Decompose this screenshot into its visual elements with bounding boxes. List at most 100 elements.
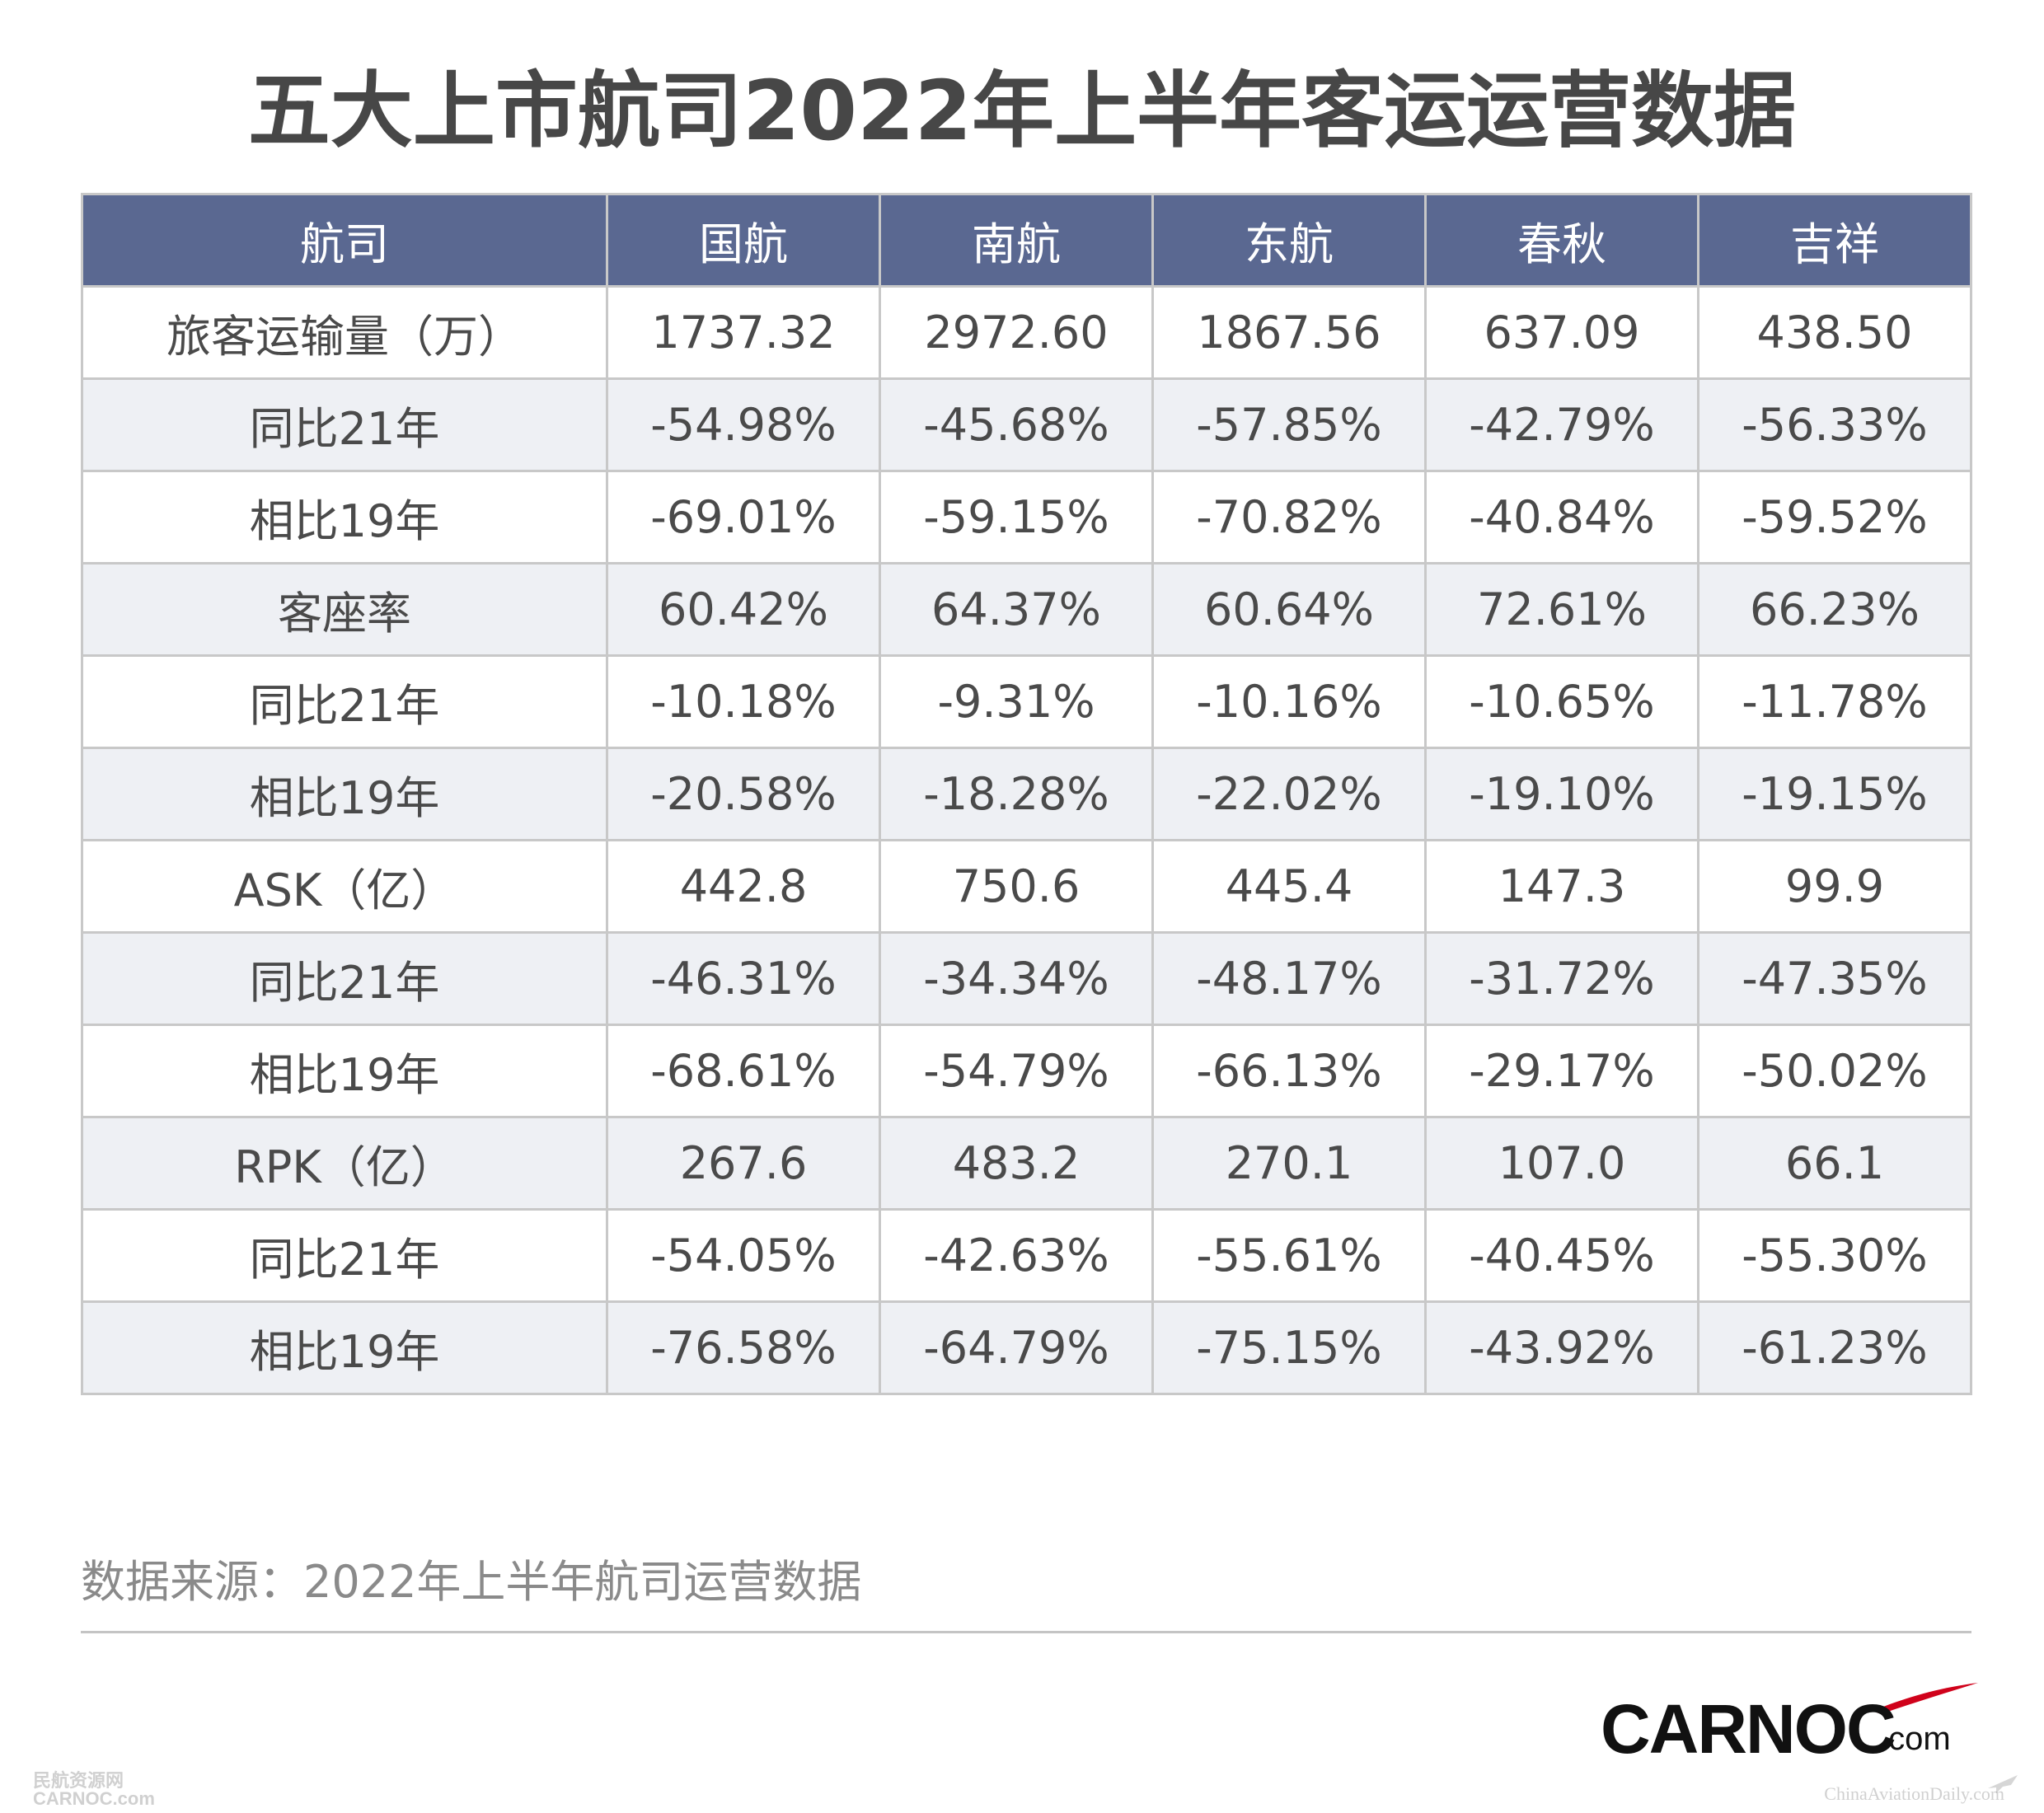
row-label: 相比19年 [81,1300,608,1395]
header-cell: 航司 [81,193,608,288]
table-row: 同比21年 -54.05% -42.63% -55.61% -40.45% -55.30% [81,1208,1972,1303]
header-cell: 吉祥 [1697,193,1972,288]
table-cell: -75.15% [1151,1300,1427,1395]
logo-suffix: .com [1879,1721,1951,1757]
header-cell: 春秋 [1424,193,1699,288]
table-cell: -69.01% [606,470,881,565]
table-cell: 66.23% [1697,562,1972,657]
table-cell: -64.79% [879,1300,1154,1395]
table-cell: 72.61% [1424,562,1699,657]
table-cell: 60.64% [1151,562,1427,657]
table-cell: -20.58% [606,747,881,841]
table-cell: -10.18% [606,654,881,749]
table-cell: -45.68% [879,377,1154,472]
row-label: 同比21年 [81,654,608,749]
table-cell: -11.78% [1697,654,1972,749]
table-cell: -59.15% [879,470,1154,565]
table-cell: -42.63% [879,1208,1154,1303]
row-label: 相比19年 [81,747,608,841]
table-header-row: 航司 国航 南航 东航 春秋 吉祥 [81,193,1972,288]
table-cell: -43.92% [1424,1300,1699,1395]
table-row: 客座率 60.42% 64.37% 60.64% 72.61% 66.23% [81,562,1972,657]
watermark-left-line1: 民航资源网 [33,1770,124,1791]
table-row: ASK（亿） 442.8 750.6 445.4 147.3 99.9 [81,839,1972,934]
carnoc-logo: CARNOC .com [1601,1681,1980,1772]
table-cell: -19.10% [1424,747,1699,841]
watermark-left: 民航资源网 CARNOC.com [33,1772,155,1808]
table-cell: -50.02% [1697,1024,1972,1118]
table-cell: -55.30% [1697,1208,1972,1303]
data-source-note: 数据来源：2022年上半年航司运营数据 [81,1556,862,1608]
table-cell: 2972.60 [879,285,1154,380]
row-label: 相比19年 [81,1024,608,1118]
row-label: 客座率 [81,562,608,657]
table-cell: -68.61% [606,1024,881,1118]
table-cell: -18.28% [879,747,1154,841]
table-cell: -40.45% [1424,1208,1699,1303]
table-cell: 442.8 [606,839,881,934]
logo-brand: CARNOC [1601,1690,1896,1768]
table-cell: 267.6 [606,1116,881,1211]
table-row: 同比21年 -54.98% -45.68% -57.85% -42.79% -56.33% [81,377,1972,472]
table-cell: -48.17% [1151,931,1427,1026]
plane-icon [1988,1775,2018,1793]
table-row: 相比19年 -69.01% -59.15% -70.82% -40.84% -59.52% [81,470,1972,565]
table-cell: 1867.56 [1151,285,1427,380]
table-cell: -31.72% [1424,931,1699,1026]
table-cell: 637.09 [1424,285,1699,380]
row-label: 同比21年 [81,1208,608,1303]
watermark-right: ChinaAviationDaily.com [1824,1783,2004,1804]
table-cell: 60.42% [606,562,881,657]
table-cell: -54.05% [606,1208,881,1303]
table-cell: -10.65% [1424,654,1699,749]
table-cell: -54.79% [879,1024,1154,1118]
table-body: 旅客运输量（万） 1737.32 2972.60 1867.56 637.09 438.5… [81,285,1972,1395]
table-cell: 107.0 [1424,1116,1699,1211]
table-cell: -46.31% [606,931,881,1026]
table-row: 相比19年 -68.61% -54.79% -66.13% -29.17% -50.02% [81,1024,1972,1118]
table-cell: 270.1 [1151,1116,1427,1211]
table-cell: -19.15% [1697,747,1972,841]
table-cell: 445.4 [1151,839,1427,934]
table-cell: -76.58% [606,1300,881,1395]
table-cell: -56.33% [1697,377,1972,472]
table-cell: 66.1 [1697,1116,1972,1211]
airline-data-table: 航司 国航 南航 东航 春秋 吉祥 旅客运输量（万） 1737.32 2972.60… [81,193,1972,1395]
table-cell: 750.6 [879,839,1154,934]
row-label: 旅客运输量（万） [81,285,608,380]
table-row: RPK（亿） 267.6 483.2 270.1 107.0 66.1 [81,1116,1972,1211]
row-label: 相比19年 [81,470,608,565]
table-cell: -40.84% [1424,470,1699,565]
table-row: 相比19年 -20.58% -18.28% -22.02% -19.10% -19.15% [81,747,1972,841]
table-cell: -55.61% [1151,1208,1427,1303]
table-cell: 64.37% [879,562,1154,657]
table-cell: -57.85% [1151,377,1427,472]
header-cell: 东航 [1151,193,1427,288]
table-cell: -70.82% [1151,470,1427,565]
row-label: ASK（亿） [81,839,608,934]
table-cell: 483.2 [879,1116,1154,1211]
table-row: 同比21年 -46.31% -34.34% -48.17% -31.72% -47.35% [81,931,1972,1026]
row-label: RPK（亿） [81,1116,608,1211]
table-cell: -29.17% [1424,1024,1699,1118]
table-cell: -34.34% [879,931,1154,1026]
page-title: 五大上市航司2022年上半年客运运营数据 [247,63,1797,159]
row-label: 同比21年 [81,931,608,1026]
table-cell: -42.79% [1424,377,1699,472]
header-cell: 南航 [879,193,1154,288]
footer-divider [81,1631,1971,1633]
table-cell: 147.3 [1424,839,1699,934]
table-row: 旅客运输量（万） 1737.32 2972.60 1867.56 637.09 438.5… [81,285,1972,380]
header-cell: 国航 [606,193,881,288]
table-cell: 99.9 [1697,839,1972,934]
table-row: 相比19年 -76.58% -64.79% -75.15% -43.92% -61.23% [81,1300,1972,1395]
table-cell: -61.23% [1697,1300,1972,1395]
table-row: 同比21年 -10.18% -9.31% -10.16% -10.65% -11.78% [81,654,1972,749]
table-cell: -54.98% [606,377,881,472]
table-cell: -66.13% [1151,1024,1427,1118]
table-cell: -10.16% [1151,654,1427,749]
table-cell: 438.50 [1697,285,1972,380]
row-label: 同比21年 [81,377,608,472]
table-cell: -59.52% [1697,470,1972,565]
table-cell: 1737.32 [606,285,881,380]
